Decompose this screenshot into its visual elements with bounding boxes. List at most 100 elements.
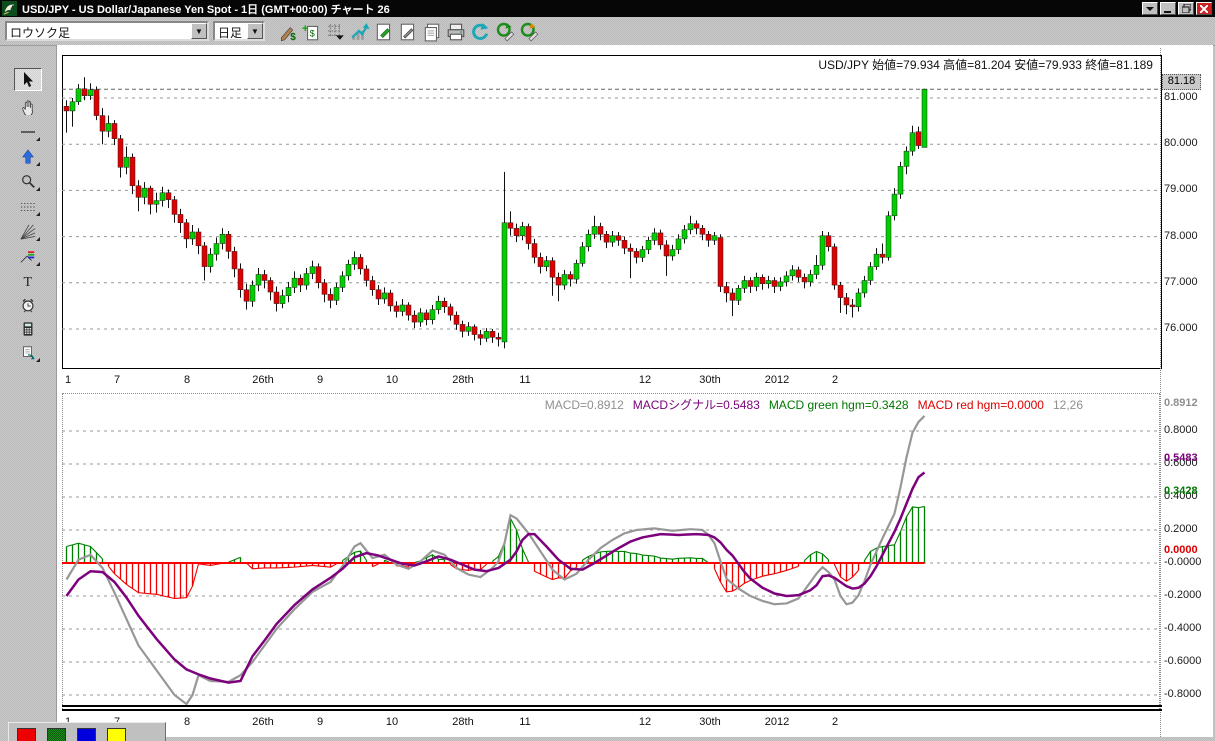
time-tick-label: 9 (316, 716, 324, 728)
pan-hand-tool[interactable] (14, 95, 42, 118)
price-tick-label: 81.000 (1164, 91, 1198, 103)
swatch-green[interactable] (47, 728, 66, 741)
time-tick-label: 10 (385, 716, 399, 728)
panel-splitter[interactable] (62, 705, 1162, 707)
macd-tick-label: 0.8000 (1164, 424, 1198, 436)
toolbar: ロウソク足 ▼ 日足 ▼ $ + $ (0, 17, 1215, 46)
macd-tick-label: 0.4000 (1164, 490, 1198, 502)
timeframe-dropdown-icon[interactable]: ▼ (247, 23, 263, 39)
add-instrument-icon[interactable]: + $ (301, 21, 323, 43)
swatch-blue[interactable] (77, 728, 96, 741)
grid-tool[interactable] (14, 195, 42, 218)
new-document-icon[interactable] (421, 21, 443, 43)
price-tick-label: 77.000 (1164, 275, 1198, 288)
print-icon[interactable] (445, 21, 467, 43)
macd-tick-label: -0.0000 (1164, 556, 1202, 568)
time-tick-label: 9 (316, 374, 324, 386)
app-logo-icon (2, 1, 17, 16)
pointer-tool[interactable] (14, 68, 42, 91)
macd-value-label: 0.3428 (1164, 485, 1198, 497)
macd-tick-label: -0.6000 (1164, 655, 1202, 667)
axis-separator (1160, 48, 1161, 737)
annotate-dollar-icon[interactable]: $ (277, 21, 299, 43)
window-title: USD/JPY - US Dollar/Japanese Yen Spot - … (22, 3, 390, 16)
swatch-yellow[interactable] (107, 728, 126, 741)
price-tick-label: 78.000 (1164, 229, 1198, 242)
time-axis-top: 1 7 8 26th 9 10 28th 11 12 30th 2012 2 (0, 374, 1215, 389)
calculator-tool[interactable] (14, 317, 42, 340)
time-tick-label: 12 (638, 374, 652, 386)
arrow-tool[interactable] (14, 145, 42, 168)
print-page-tool[interactable] (14, 341, 42, 364)
price-tick-label: 79.000 (1164, 183, 1198, 196)
minimize-button[interactable] (1160, 2, 1176, 15)
svg-text:T: T (24, 275, 33, 289)
edit-chart-icon[interactable] (373, 21, 395, 43)
line-tool[interactable] (14, 120, 42, 143)
import-data-icon[interactable] (519, 21, 541, 43)
time-tick-label: 30th (699, 374, 721, 386)
svg-text:+: + (302, 23, 309, 35)
time-tick-label: 10 (385, 374, 399, 386)
macd-value-label: 0.5483 (1164, 452, 1198, 464)
macd-tick-label: -0.8000 (1164, 688, 1202, 700)
timeframe-select[interactable]: 日足 ▼ (213, 21, 265, 41)
time-tick-label: 28th (452, 374, 474, 386)
panel-splitter-line2[interactable] (62, 709, 1162, 711)
time-tick-label: 26th (252, 374, 274, 386)
time-tick-label: 2 (831, 374, 839, 386)
time-tick-label: 12 (638, 716, 652, 728)
time-tick-label: 11 (519, 716, 531, 728)
chart-type-dropdown-icon[interactable]: ▼ (191, 23, 207, 39)
time-tick-label: 7 (113, 374, 121, 386)
macd-tick-label: 0.6000 (1164, 457, 1198, 469)
macd-chart-canvas[interactable] (62, 393, 1160, 711)
drawing-toolbar: T (0, 45, 56, 741)
chart-type-select[interactable]: ロウソク足 ▼ (5, 21, 209, 41)
pitchfork-tool[interactable] (14, 245, 42, 268)
restore-button[interactable] (1178, 2, 1194, 15)
time-tick-label: 2012 (764, 716, 790, 728)
time-tick-label: 11 (519, 374, 531, 386)
macd-header-segment: MACD=0.8912 (544, 398, 624, 412)
time-tick-label: 8 (183, 716, 191, 728)
edit-properties-icon[interactable] (397, 21, 419, 43)
timeframe-value: 日足 (218, 26, 243, 40)
time-tick-label: 8 (183, 374, 191, 386)
macd-tick-label: -0.2000 (1164, 589, 1202, 601)
zoom-tool[interactable] (14, 170, 42, 193)
svg-text:$: $ (310, 28, 315, 38)
time-tick-label: 2012 (764, 374, 790, 386)
grid-settings-icon[interactable] (325, 21, 347, 43)
svg-text:$: $ (290, 32, 296, 42)
macd-value-label: 0.0000 (1164, 544, 1198, 556)
fan-tool[interactable] (14, 220, 42, 243)
refresh-icon[interactable] (469, 21, 491, 43)
chart-client-area (56, 45, 1213, 737)
time-tick-label: 1 (64, 374, 72, 386)
shade-button[interactable] (1142, 2, 1158, 15)
chart-type-value: ロウソク足 (10, 26, 71, 40)
macd-header-segment: MACD green hgm=0.3428 (768, 398, 909, 412)
close-button[interactable] (1196, 2, 1212, 15)
time-tick-label: 30th (699, 716, 721, 728)
price-tick-label: 76.000 (1164, 322, 1198, 334)
color-swatch-panel (8, 722, 166, 741)
macd-tick-label: 0.2000 (1164, 523, 1198, 535)
macd-value-label: 0.8912 (1164, 396, 1198, 409)
macd-header-segment: MACDシグナル=0.5483 (632, 398, 760, 412)
time-tick-label: 2 (831, 716, 839, 728)
current-price-badge: 81.18 (1162, 74, 1201, 91)
price-plot-frame (62, 55, 1162, 369)
alarm-tool[interactable] (14, 293, 42, 316)
macd-header: MACD=0.8912 MACDシグナル=0.5483 MACD green hgm… (536, 396, 1083, 413)
trend-lines-icon[interactable] (349, 21, 371, 43)
text-tool[interactable]: T (14, 269, 42, 292)
swatch-red[interactable] (17, 728, 36, 741)
price-chart-canvas[interactable] (62, 55, 1160, 367)
macd-header-segment: 12,26 (1052, 398, 1083, 412)
export-data-icon[interactable] (495, 21, 517, 43)
ohlc-info-line: USD/JPY 始値=79.934 高値=81.204 安値=79.933 終値… (818, 58, 1153, 72)
